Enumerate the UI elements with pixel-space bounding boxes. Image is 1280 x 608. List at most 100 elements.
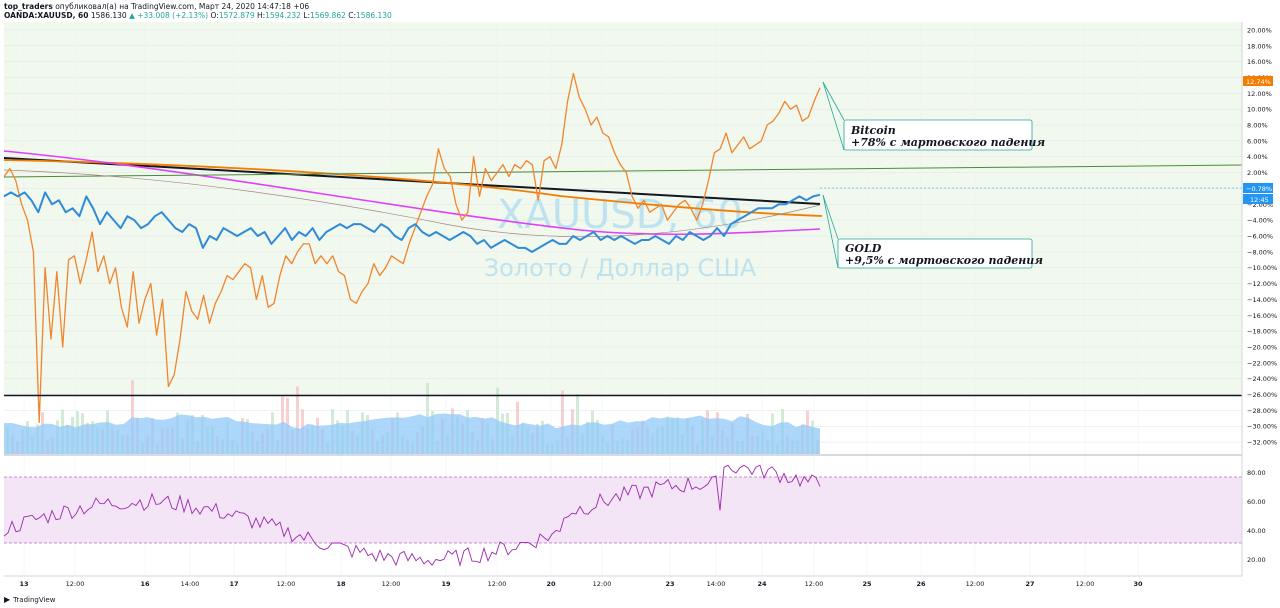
- x-tick-label: 13: [19, 580, 28, 588]
- plot-area[interactable]: [4, 22, 1242, 396]
- gold-callout[interactable]: GOLD +9,5% с мартовского падения: [822, 194, 1043, 269]
- ma-thin-line: [3, 169, 821, 238]
- series-line-bitcoin: [3, 72, 821, 423]
- rsi-tick-label: 80.00: [1247, 469, 1266, 477]
- x-tick-label: 18: [336, 580, 346, 588]
- y-tick-label: 8.00%: [1247, 122, 1268, 130]
- y-tick-label: −4.00%: [1247, 217, 1273, 225]
- trend-line-green: [3, 164, 1243, 178]
- x-tick-label: 17: [229, 580, 238, 588]
- x-tick-label: 12:00: [66, 580, 85, 588]
- y-tick-label: −10.00%: [1247, 264, 1277, 272]
- watermark-name: Золото / Доллар США: [484, 254, 757, 282]
- badge-time-text: 12:45: [1250, 196, 1269, 204]
- gold-callout-title: GOLD: [845, 242, 882, 255]
- y-tick-label: −32.00%: [1247, 439, 1277, 447]
- y-tick-label: 18.00%: [1247, 42, 1272, 50]
- x-tick-label: 25: [862, 580, 872, 588]
- open-label: O:: [210, 11, 219, 20]
- x-tick-label: 16: [140, 580, 150, 588]
- ma-orange-line: [3, 159, 823, 217]
- high-label: H:: [257, 11, 266, 20]
- y-tick-label: 2.00%: [1247, 169, 1268, 177]
- y-tick-label: −2.00%: [1247, 201, 1273, 209]
- symbol-info-line: OANDA:XAUUSD, 60 1586.130 ▲ +33.008 (+2.…: [4, 11, 392, 20]
- y-tick-label: −12.00%: [1247, 280, 1277, 288]
- tradingview-brand: TradingView: [13, 595, 56, 604]
- rsi-tick-label: 40.00: [1247, 527, 1266, 535]
- x-tick-label: 26: [916, 580, 926, 588]
- x-tick-label: 12:00: [593, 580, 612, 588]
- gold-callout-text: +9,5% с мартовского падения: [845, 254, 1043, 267]
- y-tick-label: −6.00%: [1247, 233, 1273, 241]
- symbol-name[interactable]: OANDA:XAUUSD, 60: [4, 11, 89, 20]
- y-tick-label: −18.00%: [1247, 328, 1277, 336]
- rsi-price-scale: 80.00 60.00 40.00 20.00: [1247, 469, 1266, 564]
- y-tick-label: −20.00%: [1247, 343, 1277, 351]
- y-tick-label: −16.00%: [1247, 312, 1277, 320]
- x-tick-label: 30: [1133, 580, 1143, 588]
- x-tick-label: 12:00: [382, 580, 401, 588]
- author-name[interactable]: top_traders: [4, 2, 53, 11]
- y-tick-label: 20.00%: [1247, 26, 1272, 34]
- x-tick-label: 12:00: [966, 580, 985, 588]
- bitcoin-callout[interactable]: Bitcoin +78% с мартовского падения: [822, 81, 1045, 151]
- y-tick-label: −28.00%: [1247, 407, 1277, 415]
- y-tick-label: 12.00%: [1247, 90, 1272, 98]
- volume-bar: [296, 386, 299, 454]
- series-lines: [3, 72, 821, 423]
- volume-bar: [561, 390, 564, 454]
- x-tick-label: 14:00: [707, 580, 726, 588]
- grid-lines: [4, 22, 1242, 576]
- y-tick-label: 6.00%: [1247, 137, 1268, 145]
- bitcoin-callout-title: Bitcoin: [850, 124, 896, 137]
- rsi-line: [3, 464, 821, 568]
- badge-bitcoin-text: 12.74%: [1246, 78, 1271, 86]
- y-tick-label: −30.00%: [1247, 423, 1277, 431]
- open-value: 1572.879: [218, 11, 255, 20]
- x-tick-label: 27: [1025, 580, 1034, 588]
- x-tick-label: 23: [665, 580, 674, 588]
- ma-black-line: [3, 157, 821, 205]
- bitcoin-callout-text: +78% с мартовского падения: [851, 136, 1045, 149]
- tradingview-logo-icon: ▶: [4, 595, 11, 604]
- x-tick-label: 12:00: [277, 580, 296, 588]
- close-label: C:: [348, 11, 357, 20]
- y-tick-label: 4.00%: [1247, 153, 1268, 161]
- y-tick-label: −24.00%: [1247, 375, 1277, 383]
- x-tick-label: 20: [546, 580, 556, 588]
- x-tick-label: 19: [441, 580, 451, 588]
- low-label: L:: [303, 11, 311, 20]
- price-scale[interactable]: 20.00%18.00%16.00%14.00%12.00%10.00%8.00…: [1247, 26, 1277, 446]
- low-value: 1569.862: [310, 11, 346, 20]
- published-text: опубликовал(а) на TradingView.com, Март …: [55, 2, 310, 11]
- x-tick-label: 14:00: [181, 580, 200, 588]
- last-price: 1586.130: [90, 11, 127, 20]
- volume-bar: [576, 394, 579, 454]
- y-tick-label: −14.00%: [1247, 296, 1277, 304]
- rsi-band: [4, 477, 1242, 543]
- x-tick-label: 12:00: [1076, 580, 1095, 588]
- x-tick-label: 12:00: [488, 580, 507, 588]
- x-tick-label: 12:00: [805, 580, 824, 588]
- rsi-tick-label: 60.00: [1247, 498, 1266, 506]
- publication-line: top_traders опубликовал(а) на TradingVie…: [4, 2, 309, 11]
- time-scale[interactable]: 13 12:00 16 14:00 17 12:00 18 12:00 19 12:00 20 12:…: [19, 580, 1143, 588]
- close-value: 1586.130: [356, 11, 392, 20]
- badge-gold-text: −0.78%: [1246, 185, 1272, 193]
- badge-gold: −0.78% 12:45: [1243, 183, 1273, 204]
- rsi-tick-label: 20.00: [1247, 556, 1266, 564]
- price-change: ▲ +33.008 (+2.13%): [129, 11, 209, 20]
- watermark-symbol: XAUUSD, 60: [497, 192, 743, 238]
- volume-area-fill: [4, 413, 820, 454]
- tradingview-logo[interactable]: ▶ TradingView: [4, 595, 55, 604]
- y-tick-label: 10.00%: [1247, 106, 1272, 114]
- y-tick-label: 16.00%: [1247, 58, 1272, 66]
- badge-bitcoin: 12.74%: [1243, 76, 1273, 86]
- volume-bar: [131, 380, 134, 454]
- high-value: 1594.232: [265, 11, 301, 20]
- series-line-gold: [3, 191, 821, 253]
- y-tick-label: −26.00%: [1247, 391, 1277, 399]
- y-tick-label: −22.00%: [1247, 359, 1277, 367]
